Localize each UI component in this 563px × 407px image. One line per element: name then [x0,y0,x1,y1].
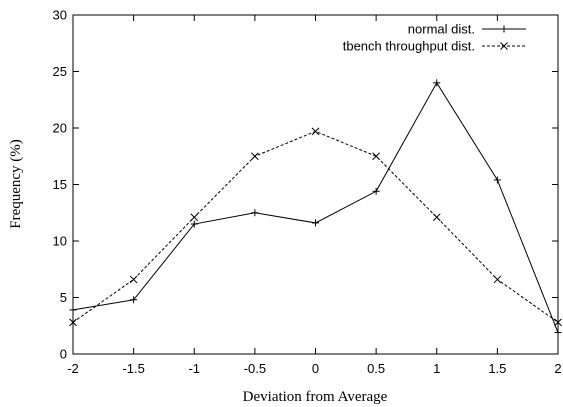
series-0-point [493,176,501,184]
legend-label: tbench throughput dist. [343,39,475,54]
series-1-point [129,275,138,284]
series-0-point [312,219,319,227]
legend-swatch-marker [500,25,508,33]
y-tick-label: 5 [60,290,67,305]
y-tick-label: 0 [60,347,67,362]
x-tick-label: -0.5 [244,361,266,376]
legend-swatch-marker [500,42,508,50]
legend-label: normal dist. [408,22,475,37]
y-axis-title: Frequency (%) [8,139,24,229]
x-tick-label: -2 [67,361,79,376]
series-layer [69,79,562,337]
plot-frame [72,14,559,355]
series-1-point [251,152,259,161]
series-0-point [190,220,198,228]
series-0-point [251,209,259,217]
legend: normal dist. tbench throughput dist. [343,22,526,54]
y-tick-label: 25 [53,64,67,79]
x-tick-label: -1 [188,361,200,376]
y-axis-ticks: 0 5 10 15 20 25 30 [53,8,558,362]
series-0-point [372,187,380,195]
x-tick-label: 0 [312,361,319,376]
y-tick-label: 10 [53,234,67,249]
series-0-point [130,296,138,304]
series-1-point [311,127,320,136]
x-tick-label: 1 [433,361,440,376]
y-tick-label: 15 [53,177,67,192]
series-1-point [190,213,199,222]
y-tick-label: 30 [53,8,67,23]
series-1-point [493,275,502,284]
x-tick-label: -1.5 [122,361,144,376]
y-tick-label: 20 [53,121,67,136]
series-0-point [433,79,441,87]
x-tick-label: 0.5 [367,361,385,376]
x-axis-title: Deviation from Average [243,389,388,405]
series-1-point [432,213,441,222]
x-tick-label: 1.5 [488,361,506,376]
series-1-point [372,152,380,161]
series-line-0 [72,81,559,333]
x-axis-ticks: -2 -1.5 -1 -0.5 0 0.5 1 1.5 2 [67,15,562,376]
x-tick-label: 2 [554,361,561,376]
